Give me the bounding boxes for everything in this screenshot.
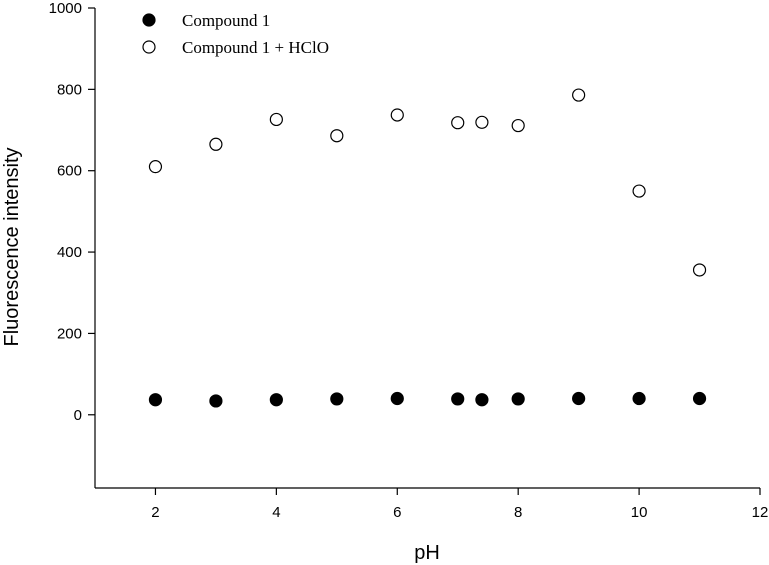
data-point-compound-1-hclo (632, 184, 646, 198)
data-point-compound-1 (511, 392, 525, 406)
data-point-compound-1-hclo (330, 129, 344, 143)
data-point-compound-1-hclo (692, 263, 707, 277)
data-point-compound-1 (269, 393, 283, 407)
data-points (148, 88, 707, 408)
legend-label-compound-1-hclo: Compound 1 + HClO (182, 38, 329, 57)
data-point-compound-1 (330, 392, 344, 406)
y-tick-label: 200 (57, 325, 82, 342)
y-tick-label: 600 (57, 163, 82, 180)
data-point-compound-1-hclo (572, 88, 586, 102)
ticks: 2 4 6 8 10 12 0 200 400 600 800 1000 (49, 0, 769, 521)
x-tick-label: 2 (151, 504, 159, 521)
data-point-compound-1-hclo (269, 112, 283, 127)
axes (94, 8, 760, 489)
data-point-compound-1 (390, 391, 404, 406)
legend-marker-compound-1-hclo (142, 40, 156, 54)
data-point-compound-1-hclo (390, 108, 404, 122)
legend-label-compound-1: Compound 1 (182, 11, 270, 30)
data-point-compound-1 (632, 391, 646, 406)
data-point-compound-1 (209, 394, 223, 408)
data-point-compound-1 (148, 393, 163, 407)
x-axis-title: pH (414, 542, 440, 564)
x-tick-label: 6 (393, 504, 401, 521)
data-point-compound-1 (451, 392, 465, 406)
data-point-compound-1-hclo (209, 137, 223, 151)
x-tick-label: 8 (514, 504, 522, 521)
y-tick-label: 800 (57, 81, 82, 98)
legend: Compound 1 Compound 1 + HClO (142, 11, 329, 57)
data-point-compound-1-hclo (451, 116, 465, 130)
data-point-compound-1 (572, 391, 586, 406)
x-tick-label: 4 (272, 504, 280, 521)
y-axis-title: Fluorescence intensity (1, 148, 23, 347)
x-tick-label: 12 (752, 504, 769, 521)
data-point-compound-1-hclo (148, 160, 163, 174)
legend-marker-compound-1 (142, 13, 156, 27)
y-tick-label: 400 (57, 244, 82, 261)
data-point-compound-1-hclo (511, 118, 525, 133)
y-tick-label: 1000 (49, 0, 82, 17)
x-tick-label: 10 (631, 504, 648, 521)
data-point-compound-1 (692, 391, 707, 406)
y-tick-label: 0 (74, 407, 82, 424)
data-point-compound-1 (475, 393, 489, 407)
data-point-compound-1-hclo (475, 115, 489, 129)
